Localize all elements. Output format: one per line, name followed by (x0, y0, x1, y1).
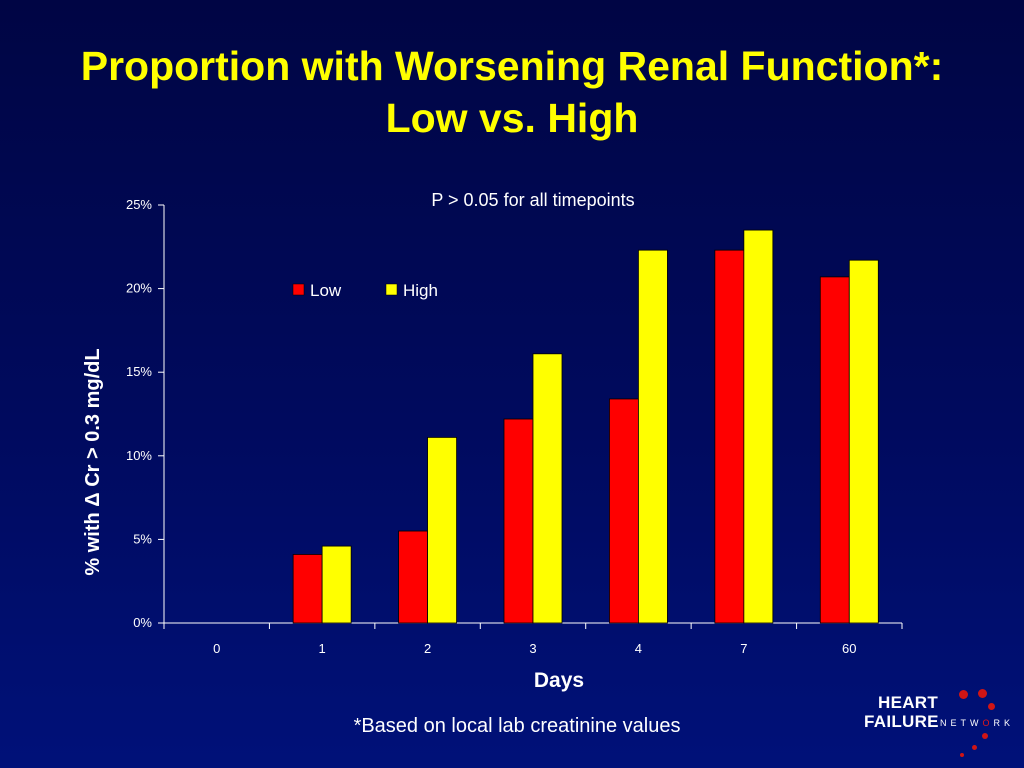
logo-dot (988, 703, 995, 710)
y-axis-title: % with Δ Cr > 0.3 mg/dL (82, 348, 104, 575)
x-tick-label: 60 (842, 641, 856, 656)
bar-high-4 (638, 249, 668, 624)
logo-dot (972, 745, 977, 750)
y-tick-label: 15% (126, 364, 152, 379)
bar-low-2 (398, 530, 428, 624)
legend-swatch-low (292, 283, 305, 296)
title-line-2: Low vs. High (385, 95, 639, 141)
footnote: *Based on local lab creatinine values (353, 715, 681, 737)
y-tick-label: 20% (126, 281, 152, 296)
logo-word-failure: FAILURE (864, 712, 939, 731)
y-tick-label: 10% (126, 448, 152, 463)
title-line-1: Proportion with Worsening Renal Function… (80, 43, 944, 89)
logo-dot (982, 733, 988, 739)
chart-bars (292, 229, 879, 624)
x-tick-label: 1 (319, 641, 326, 656)
bar-high-1 (321, 545, 352, 624)
y-tick-label: 5% (133, 531, 152, 546)
y-tick-label: 0% (133, 615, 152, 630)
x-tick-label: 2 (424, 641, 431, 656)
x-axis-title: Days (534, 669, 584, 692)
bar-low-60 (819, 276, 850, 624)
bar-low-1 (292, 554, 323, 624)
legend-label-low: Low (310, 281, 342, 300)
chart-tick-labels: 0% 5% 10% 15% 20% 25% 0 1 2 3 4 7 60 (126, 197, 857, 656)
heart-failure-network-logo: HEART FAILURE NETWORK (862, 688, 1024, 760)
chart-annotation: P > 0.05 for all timepoints (431, 190, 634, 210)
logo-dot (960, 753, 964, 757)
logo-dot (959, 690, 968, 699)
x-tick-label: 3 (529, 641, 536, 656)
legend-label-high: High (403, 281, 438, 300)
bar-high-60 (848, 259, 879, 624)
y-tick-label: 25% (126, 197, 152, 212)
bar-low-4 (609, 398, 639, 624)
logo-word-heart: HEART (878, 693, 939, 712)
x-tick-label: 7 (740, 641, 747, 656)
logo-word-network: NETWORK (940, 718, 1015, 728)
chart-legend: Low High (292, 281, 438, 300)
bar-low-3 (503, 418, 534, 624)
slide-title: Proportion with Worsening Renal Function… (0, 40, 1024, 144)
bar-high-2 (427, 437, 457, 624)
bar-high-7 (743, 229, 774, 624)
x-tick-label: 0 (213, 641, 220, 656)
x-tick-label: 4 (635, 641, 642, 656)
bar-high-3 (532, 353, 563, 624)
logo-dot (978, 689, 987, 698)
bar-low-7 (714, 249, 745, 624)
legend-swatch-high (385, 283, 398, 296)
